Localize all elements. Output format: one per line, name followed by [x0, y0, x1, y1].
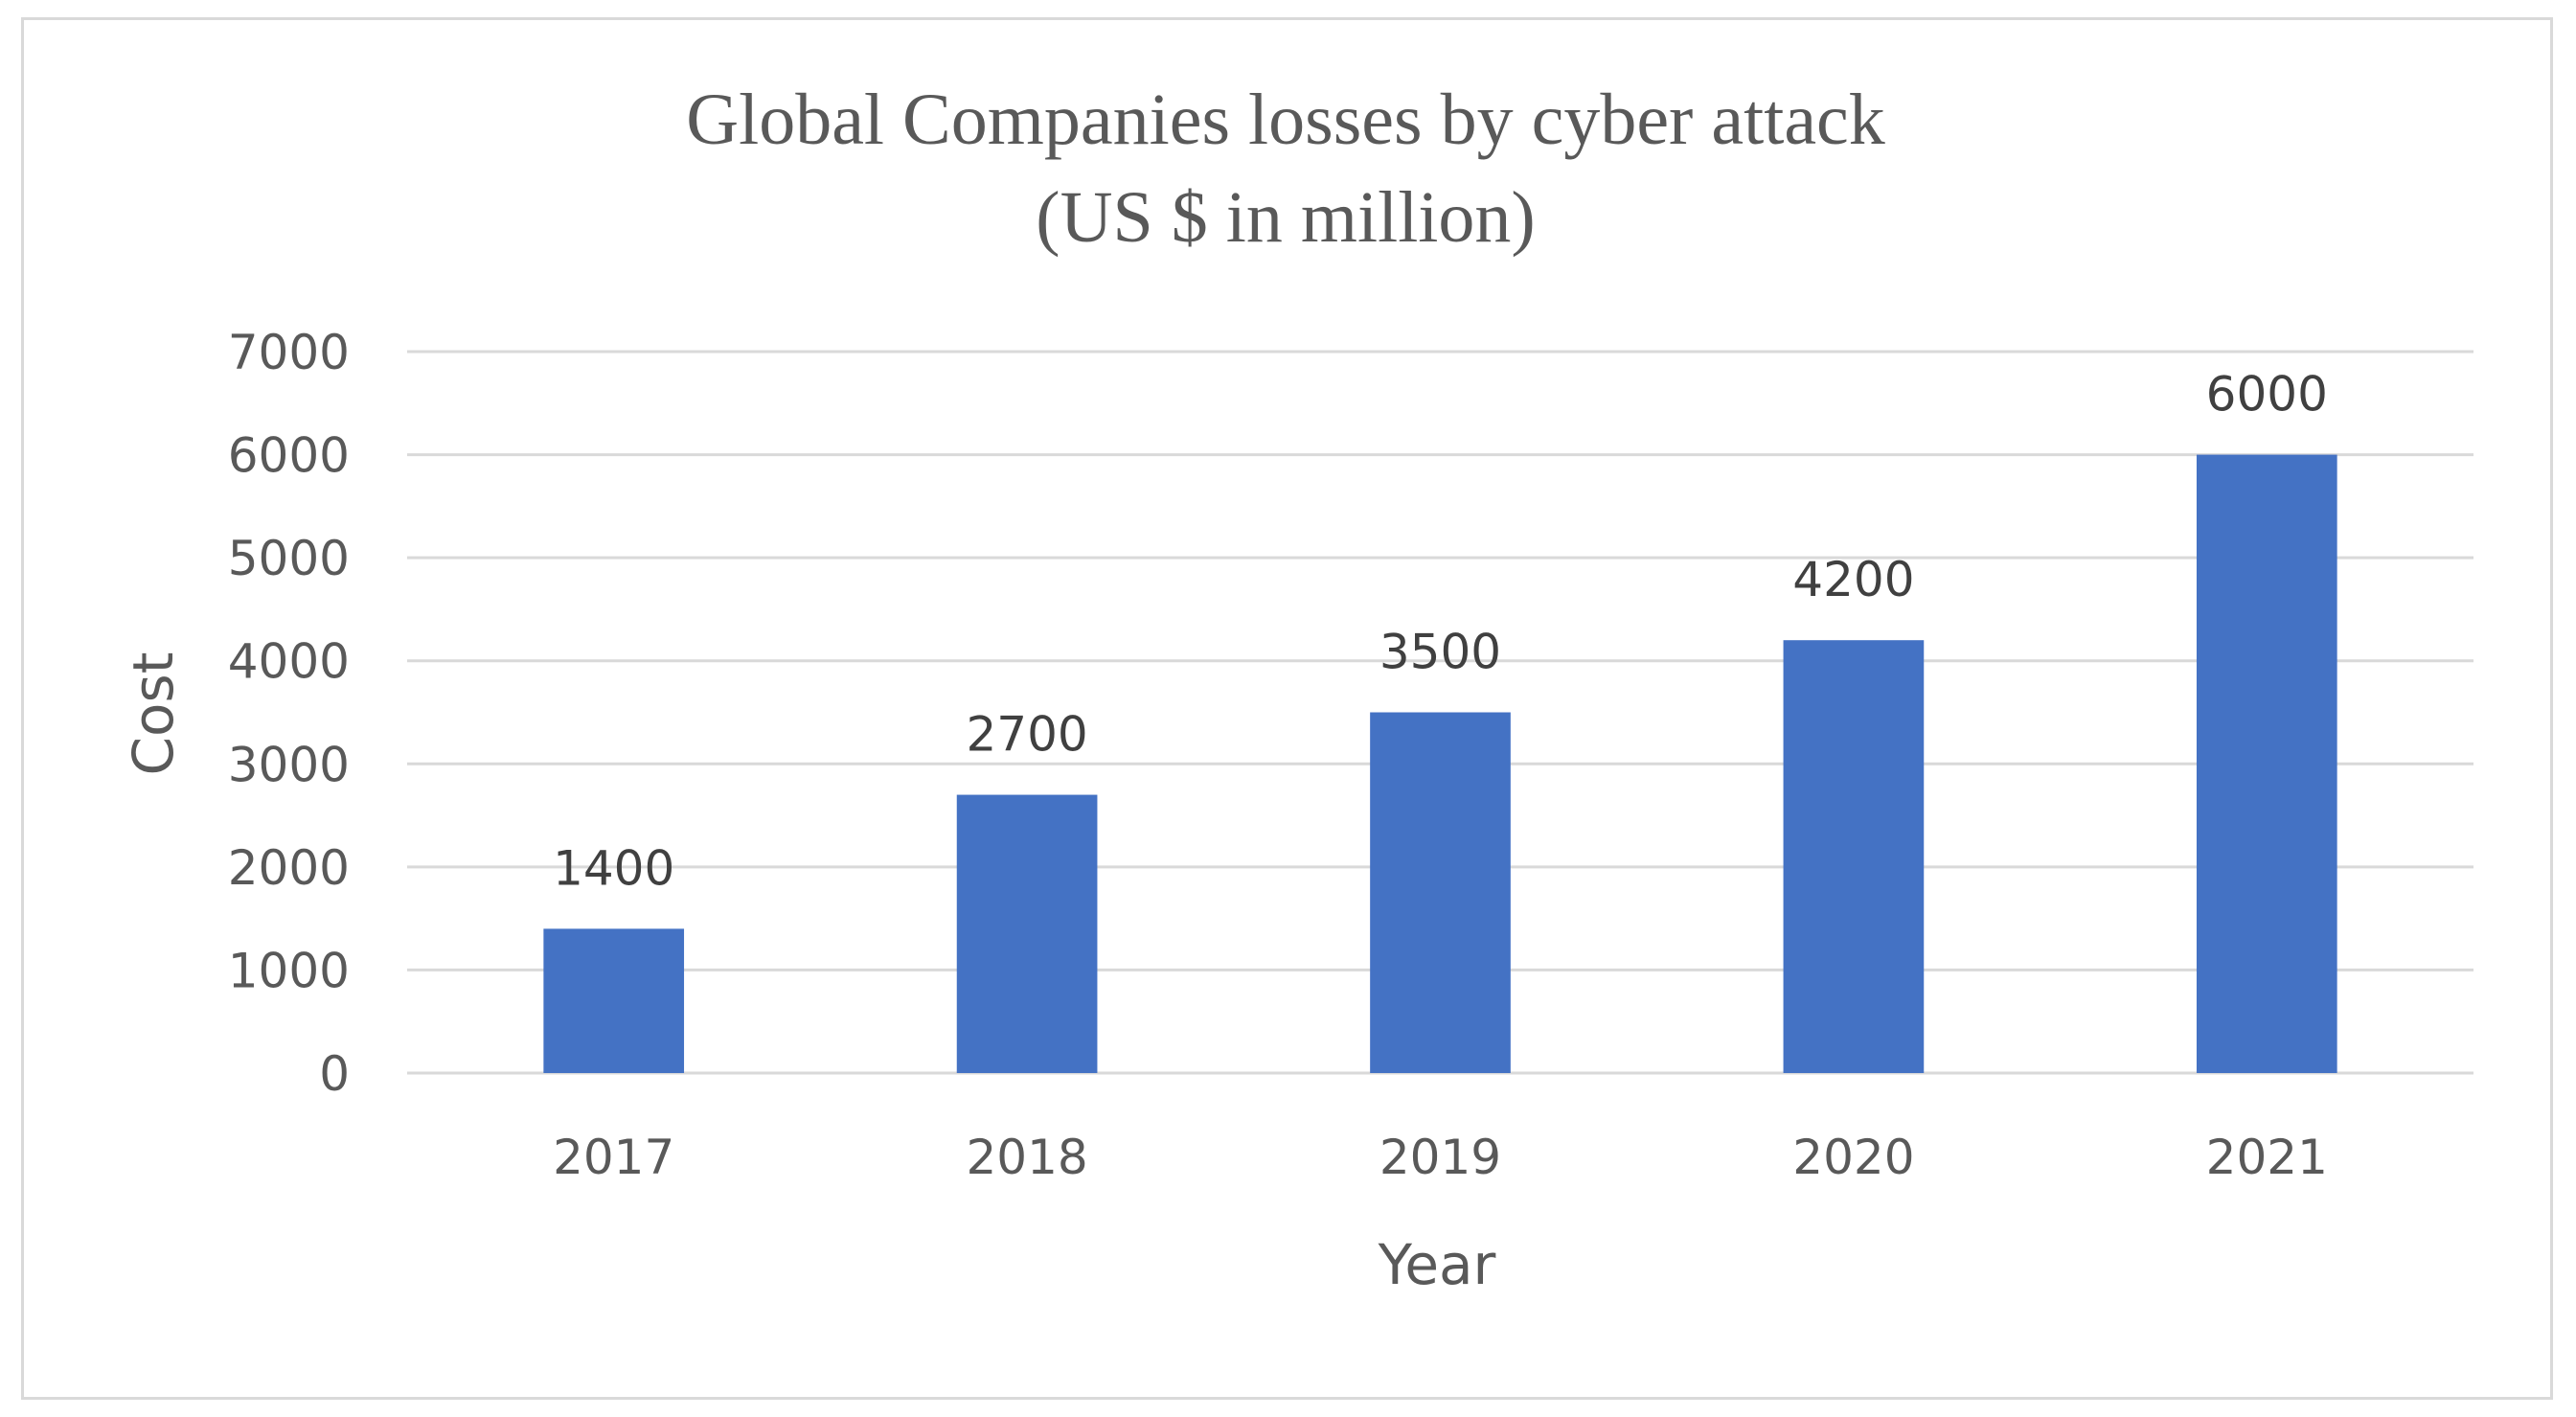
y-tick-label: 1000 [228, 943, 350, 998]
y-tick-label: 4000 [228, 634, 350, 690]
gridlines [407, 350, 2473, 1075]
data-label-2020: 4200 [1792, 552, 1914, 607]
chart-title: Global Companies losses by cyber attack [686, 80, 1885, 160]
bar-2018 [956, 794, 1098, 1073]
data-label-2019: 3500 [1379, 625, 1501, 680]
bar-2019 [1370, 712, 1511, 1073]
data-labels: 1400 2700 3500 4200 6000 [553, 367, 2328, 897]
x-axis: 2017 2018 2019 2020 2021 [553, 1130, 2328, 1185]
data-label-2021: 6000 [2206, 367, 2328, 423]
x-tick-label-2019: 2019 [1379, 1130, 1501, 1185]
bar-2017 [543, 928, 685, 1073]
x-tick-label-2018: 2018 [966, 1130, 1087, 1185]
y-tick-label: 0 [319, 1046, 350, 1102]
x-axis-title: Year [1378, 1232, 1496, 1297]
y-tick-label: 3000 [228, 737, 350, 792]
data-label-2017: 1400 [553, 840, 674, 896]
y-axis-title: Cost [121, 652, 186, 776]
bar-2020 [1783, 640, 1925, 1073]
y-tick-label: 2000 [228, 840, 350, 896]
y-axis: 0 1000 2000 3000 4000 5000 6000 7000 [228, 325, 350, 1102]
chart-subtitle: (US $ in million) [1036, 177, 1535, 258]
data-label-2018: 2700 [966, 707, 1087, 763]
x-tick-label-2017: 2017 [553, 1130, 674, 1185]
y-tick-label: 7000 [228, 325, 350, 380]
y-tick-label: 5000 [228, 531, 350, 586]
bar-2021 [2196, 454, 2337, 1074]
chart-area [21, 17, 2553, 1400]
x-tick-label-2021: 2021 [2206, 1130, 2328, 1185]
bar-series [543, 454, 2337, 1074]
x-tick-label-2020: 2020 [1792, 1130, 1914, 1185]
y-tick-label: 6000 [228, 428, 350, 484]
